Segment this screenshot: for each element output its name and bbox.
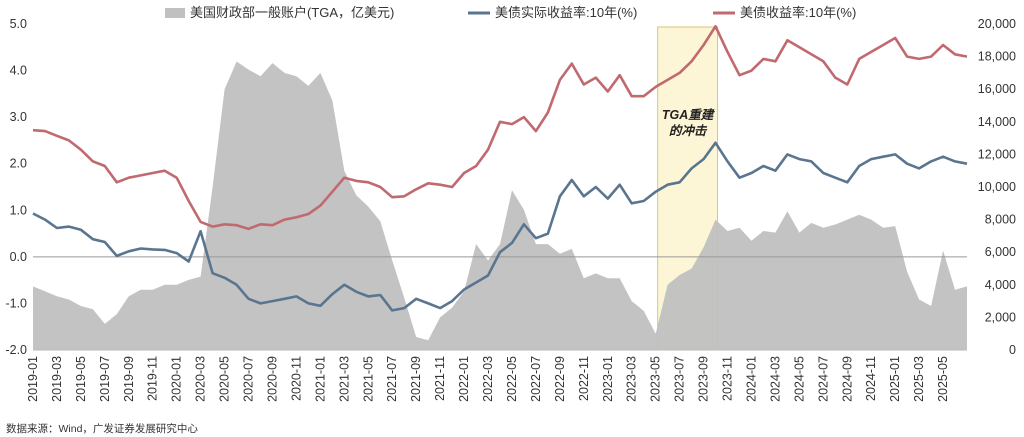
y-left-tick: 3.0 [10, 110, 27, 124]
y-right-tick: 8,000 [985, 213, 1016, 227]
x-tick: 2020-05 [218, 356, 232, 402]
x-tick: 2021-07 [385, 356, 399, 402]
legend-label-nominal-yield: 美债收益率:10年(%) [740, 5, 856, 20]
y-right-tick: 0 [1009, 343, 1016, 357]
y-right-tick: 12,000 [978, 147, 1016, 161]
x-tick: 2022-05 [505, 356, 519, 402]
y-right-tick: 10,000 [978, 180, 1016, 194]
annotation: TGA重建 的冲击 [662, 108, 716, 138]
y-right-tick: 20,000 [978, 17, 1016, 31]
x-tick: 2020-09 [266, 356, 280, 402]
x-tick: 2024-07 [816, 356, 830, 402]
x-tick: 2024-05 [792, 356, 806, 402]
x-tick: 2023-07 [673, 356, 687, 402]
y-left-tick: -1.0 [5, 296, 27, 310]
x-tick: 2025-05 [936, 356, 950, 402]
y-left-tick: 4.0 [10, 64, 27, 78]
legend-swatch-tga [165, 8, 185, 18]
legend-label-tga: 美国财政部一般账户(TGA，亿美元) [190, 5, 394, 20]
x-tick: 2020-01 [170, 356, 184, 402]
annotation-line-2: 的冲击 [669, 124, 708, 138]
nominal-yield-line [32, 25, 968, 231]
y-right-tick: 6,000 [985, 245, 1016, 259]
x-tick: 2023-03 [625, 356, 639, 402]
tga-area-layer [33, 61, 967, 350]
x-tick: 2024-09 [840, 356, 854, 402]
y-right-tick: 16,000 [978, 82, 1016, 96]
x-tick: 2022-09 [553, 356, 567, 402]
y-axis-left: 5.0 4.0 3.0 2.0 1.0 0.0 -1.0 -2.0 [5, 17, 27, 357]
x-tick: 2019-05 [74, 356, 88, 402]
y-left-tick: 0.0 [10, 250, 27, 264]
x-tick: 2021-05 [361, 356, 375, 402]
x-tick: 2021-01 [313, 356, 327, 402]
x-tick: 2019-01 [26, 356, 40, 402]
annotation-line-1: TGA重建 [662, 108, 716, 122]
x-tick: 2021-11 [433, 356, 447, 401]
x-tick: 2023-09 [697, 356, 711, 402]
x-axis: 2019-01 2019-03 2019-05 2019-07 2019-09 2019-… [26, 349, 967, 402]
y-right-tick: 18,000 [978, 50, 1016, 64]
legend: 美国财政部一般账户(TGA，亿美元) 美债实际收益率:10年(%) 美债收益率:… [165, 5, 856, 20]
x-tick: 2022-07 [529, 356, 543, 402]
source-note: 数据来源：Wind，广发证券发展研究中心 [6, 423, 198, 435]
x-tick: 2019-11 [146, 356, 160, 401]
y-left-tick: 5.0 [10, 17, 27, 31]
y-right-tick: 4,000 [985, 278, 1016, 292]
x-tick: 2019-09 [122, 356, 136, 402]
x-tick: 2025-01 [888, 356, 902, 402]
y-axis-right: 20,000 18,000 16,000 14,000 12,000 10,000 8,00… [978, 17, 1016, 357]
y-left-tick: -2.0 [5, 343, 27, 357]
x-tick: 2022-11 [577, 356, 591, 401]
yield-lines-layer [32, 25, 968, 312]
x-tick: 2025-03 [912, 356, 926, 402]
x-tick: 2019-07 [98, 356, 112, 402]
x-tick: 2023-05 [649, 356, 663, 402]
x-tick: 2023-11 [721, 356, 735, 401]
x-tick: 2021-03 [337, 356, 351, 402]
x-tick: 2022-01 [457, 356, 471, 402]
real-yield-line [32, 141, 968, 312]
y-left-tick: 2.0 [10, 157, 27, 171]
legend-label-real-yield: 美债实际收益率:10年(%) [495, 5, 637, 20]
x-tick: 2020-11 [289, 356, 303, 401]
x-tick: 2019-03 [50, 356, 64, 402]
x-tick: 2024-03 [768, 356, 782, 402]
y-right-tick: 2,000 [985, 310, 1016, 324]
y-left-tick: 1.0 [10, 203, 27, 217]
x-tick: 2024-01 [745, 356, 759, 402]
tga-area [33, 61, 967, 350]
y-right-tick: 14,000 [978, 115, 1016, 129]
x-tick: 2023-01 [601, 356, 615, 402]
x-tick: 2020-07 [242, 356, 256, 402]
x-tick: 2024-11 [864, 356, 878, 401]
x-tick: 2021-09 [409, 356, 423, 402]
x-tick: 2020-03 [194, 356, 208, 402]
x-tick: 2022-03 [481, 356, 495, 402]
